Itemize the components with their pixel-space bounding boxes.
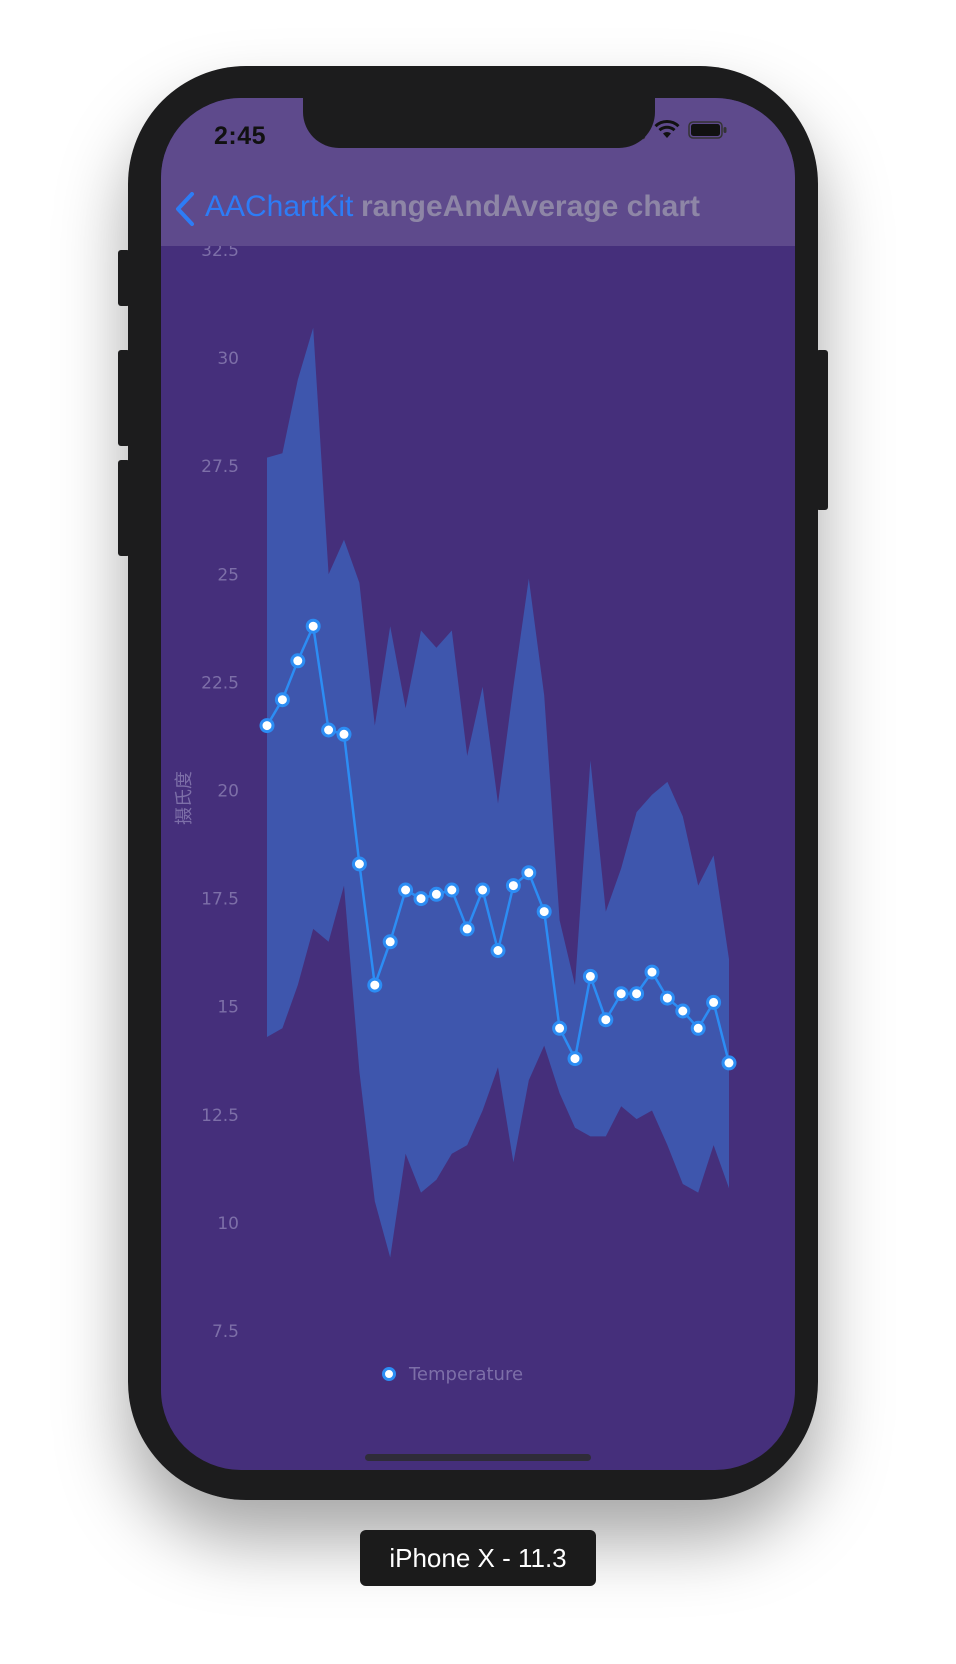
temperature-point[interactable] <box>305 618 321 634</box>
y-axis-label: 摄氏度 <box>174 771 195 825</box>
wifi-icon <box>654 120 680 138</box>
temperature-point[interactable] <box>274 692 290 708</box>
y-axis-ticks: 32.5 30 27.5 25 22.5 20 17.5 15 12.5 10 7.5 <box>201 241 239 1342</box>
temperature-point[interactable] <box>351 856 367 872</box>
temperature-point[interactable] <box>690 1020 706 1036</box>
y-tick-label: 22.5 <box>201 673 239 693</box>
temperature-point[interactable] <box>552 1020 568 1036</box>
temperature-point[interactable] <box>336 726 352 742</box>
temperature-point[interactable] <box>398 882 414 898</box>
power-button <box>816 350 828 510</box>
mute-switch <box>118 250 130 306</box>
y-tick-label: 17.5 <box>201 890 239 910</box>
temperature-point[interactable] <box>367 977 383 993</box>
back-chevron-icon[interactable] <box>175 192 195 226</box>
volume-up-button <box>118 350 130 446</box>
temperature-point[interactable] <box>459 921 475 937</box>
y-tick-label: 10 <box>217 1214 239 1234</box>
y-tick-label: 30 <box>217 349 239 369</box>
temperature-point[interactable] <box>444 882 460 898</box>
y-tick-label: 27.5 <box>201 457 239 477</box>
legend-marker <box>382 1367 396 1381</box>
device-screen: 32.5 30 27.5 25 22.5 20 17.5 15 12.5 10 7.5 摄氏度 Te… <box>161 98 795 1470</box>
y-tick-label: 7.5 <box>212 1322 239 1342</box>
temperature-point[interactable] <box>629 986 645 1002</box>
volume-down-button <box>118 460 130 556</box>
back-button[interactable]: AAChartKit <box>205 190 354 223</box>
temperature-point[interactable] <box>613 986 629 1002</box>
range-area <box>267 327 729 1258</box>
temperature-point[interactable] <box>598 1012 614 1028</box>
range-average-chart: 32.5 30 27.5 25 22.5 20 17.5 15 12.5 10 7.5 摄氏度 Te… <box>174 241 737 1385</box>
y-tick-label: 12.5 <box>201 1106 239 1126</box>
temperature-markers <box>259 618 737 1071</box>
home-indicator[interactable] <box>365 1454 591 1461</box>
temperature-point[interactable] <box>582 968 598 984</box>
y-tick-label: 25 <box>217 565 239 585</box>
temperature-point[interactable] <box>675 1003 691 1019</box>
temperature-point[interactable] <box>290 653 306 669</box>
temperature-point[interactable] <box>475 882 491 898</box>
temperature-point[interactable] <box>706 994 722 1010</box>
temperature-point[interactable] <box>644 964 660 980</box>
navigation-bar: AAChartKit rangeAndAverage chart <box>161 148 795 246</box>
device-label: iPhone X - 11.3 <box>360 1530 596 1586</box>
temperature-point[interactable] <box>413 891 429 907</box>
temperature-point[interactable] <box>721 1055 737 1071</box>
notch <box>303 98 655 148</box>
y-tick-label: 20 <box>217 782 239 802</box>
temperature-point[interactable] <box>490 943 506 958</box>
temperature-point[interactable] <box>521 865 537 881</box>
y-tick-label: 15 <box>217 998 239 1018</box>
nav-title: rangeAndAverage chart <box>361 190 700 223</box>
y-tick-label: 32.5 <box>201 241 239 261</box>
temperature-point[interactable] <box>321 722 337 738</box>
battery-icon <box>688 121 727 139</box>
temperature-point[interactable] <box>505 878 521 894</box>
temperature-point[interactable] <box>259 718 275 734</box>
legend[interactable]: Temperature <box>382 1364 524 1385</box>
temperature-point[interactable] <box>659 990 675 1006</box>
status-time: 2:45 <box>214 122 267 150</box>
temperature-point[interactable] <box>428 886 444 902</box>
temperature-point[interactable] <box>536 904 552 920</box>
legend-label: Temperature <box>408 1364 523 1385</box>
temperature-point[interactable] <box>567 1051 583 1067</box>
temperature-point[interactable] <box>382 934 398 950</box>
